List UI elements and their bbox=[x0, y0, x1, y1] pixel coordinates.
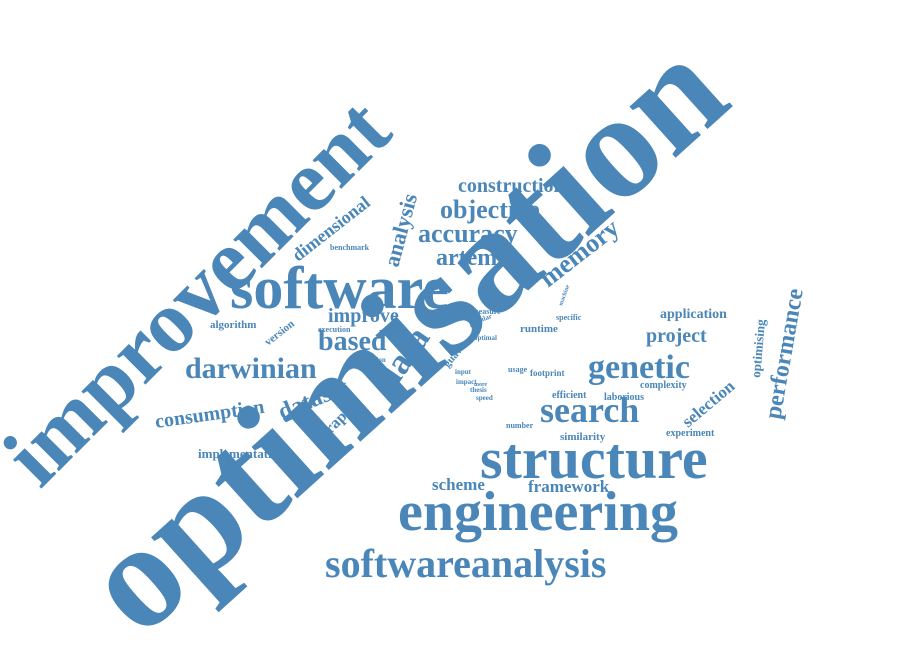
word-optimising: optimising bbox=[748, 318, 768, 378]
word-softwareanalysis: softwareanalysis bbox=[325, 541, 606, 586]
word-optimal: optimal bbox=[474, 334, 497, 342]
word-project: project bbox=[646, 325, 707, 347]
word-darwinian: darwinian bbox=[185, 352, 317, 385]
word-algorithm: algorithm bbox=[210, 319, 256, 331]
word-similarity: similarity bbox=[560, 431, 606, 443]
word-application: application bbox=[660, 307, 727, 322]
word-runtime: runtime bbox=[520, 323, 558, 335]
word-impact: impact bbox=[456, 378, 477, 386]
word-efficient: efficient bbox=[552, 390, 587, 401]
word-objective: objective bbox=[440, 195, 540, 224]
word-solution: solution bbox=[362, 356, 386, 364]
word-footprint: footprint bbox=[530, 368, 565, 378]
word-execution: execution bbox=[318, 325, 351, 334]
word-thesis: thesis bbox=[470, 386, 487, 394]
word-framework: framework bbox=[528, 477, 610, 496]
word-implementation: implementation bbox=[198, 446, 286, 461]
word-measure: measure bbox=[472, 307, 501, 316]
word-speed: speed bbox=[476, 394, 493, 402]
word-benchmark: benchmark bbox=[330, 243, 370, 252]
word-improve: improve bbox=[328, 305, 399, 327]
word-engineering: engineering bbox=[398, 481, 678, 543]
word-structure: structure bbox=[480, 426, 708, 491]
word-specific: specific bbox=[556, 313, 582, 322]
word-laborious: laborious bbox=[604, 392, 644, 403]
word-more: more bbox=[474, 382, 488, 388]
word-input: input bbox=[455, 368, 472, 376]
word-search: search bbox=[540, 390, 639, 430]
word-usage: usage bbox=[508, 365, 528, 374]
word-complexity: complexity bbox=[640, 380, 687, 391]
word-based: based bbox=[318, 326, 387, 357]
word-software: software bbox=[230, 255, 449, 321]
word-performance: performance bbox=[760, 286, 809, 421]
word-artemis: artemis bbox=[436, 245, 513, 271]
word-scheme: scheme bbox=[432, 475, 485, 494]
word-accuracy: accuracy bbox=[418, 219, 518, 248]
word-number: number bbox=[506, 421, 534, 430]
word-construction: construction bbox=[458, 175, 565, 197]
word-genetic: genetic bbox=[588, 349, 690, 386]
word-experiment: experiment bbox=[666, 428, 715, 439]
